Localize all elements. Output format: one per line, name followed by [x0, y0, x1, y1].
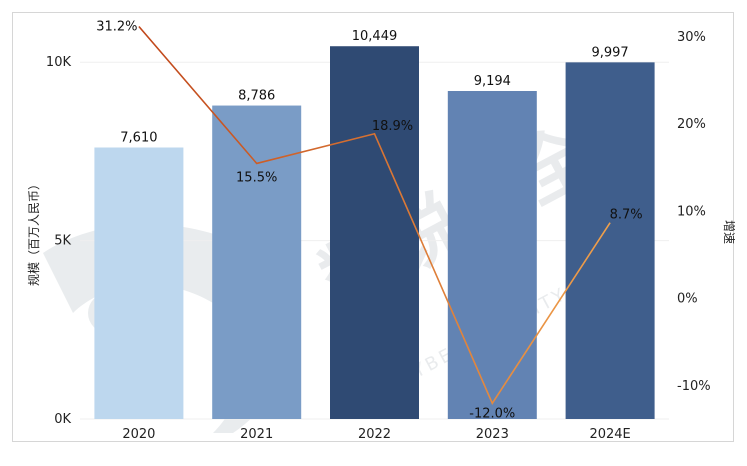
y2-tick-1: 0% — [677, 292, 698, 307]
bar-label-2021: 8,786 — [238, 89, 275, 104]
chart-frame: 数说安全 CYBERSECURITY NEWS 7,6108,78610,449… — [12, 12, 735, 442]
bar-2021 — [212, 105, 302, 419]
y-tick-0: 0K — [54, 412, 71, 427]
bar-label-2024E: 9,997 — [591, 45, 628, 60]
y-axis-title: 规模（百万人民币） — [26, 178, 41, 286]
bar-label-2020: 7,610 — [120, 131, 157, 146]
y2-tick-4: 30% — [677, 30, 706, 45]
bar-2020 — [94, 147, 184, 419]
x-tick-2023: 2023 — [476, 427, 509, 442]
x-tick-2022: 2022 — [358, 427, 391, 442]
line-label-2022: 18.9% — [372, 119, 413, 134]
y-tick-2: 10K — [46, 55, 72, 70]
y2-axis-title: 增速 — [722, 220, 735, 244]
line-data-labels: 31.2% 15.5% 18.9% -12.0% 8.7% — [96, 19, 642, 421]
y2-tick-3: 20% — [677, 117, 706, 132]
y-axis-left: 0K 5K 10K — [46, 55, 72, 427]
bar-series — [94, 46, 655, 420]
x-tick-2020: 2020 — [122, 427, 155, 442]
bar-data-labels: 7,610 8,786 10,449 9,194 9,997 — [120, 29, 628, 145]
x-tick-2021: 2021 — [240, 427, 273, 442]
bar-2023 — [447, 90, 537, 420]
line-series — [138, 25, 611, 405]
line-label-2021: 15.5% — [236, 170, 277, 185]
y2-tick-2: 10% — [677, 204, 706, 219]
bar-label-2022: 10,449 — [352, 29, 398, 44]
y-axis-right: -10% 0% 10% 20% 30% — [677, 30, 711, 394]
x-tick-2024E: 2024E — [589, 427, 630, 442]
growth-line — [138, 25, 611, 405]
x-axis: 2020 2021 2022 2023 2024E — [122, 427, 630, 442]
bar-2022 — [330, 46, 419, 420]
y-tick-1: 5K — [54, 234, 71, 249]
y2-tick-0: -10% — [677, 379, 711, 394]
line-label-2024E: 8.7% — [610, 208, 643, 223]
line-label-2023: -12.0% — [469, 406, 515, 421]
combo-chart: 数说安全 CYBERSECURITY NEWS 7,6108,78610,449… — [26, 19, 735, 442]
bar-label-2023: 9,194 — [474, 74, 511, 89]
bar-2024E — [565, 62, 655, 419]
line-label-2020: 31.2% — [96, 19, 137, 34]
